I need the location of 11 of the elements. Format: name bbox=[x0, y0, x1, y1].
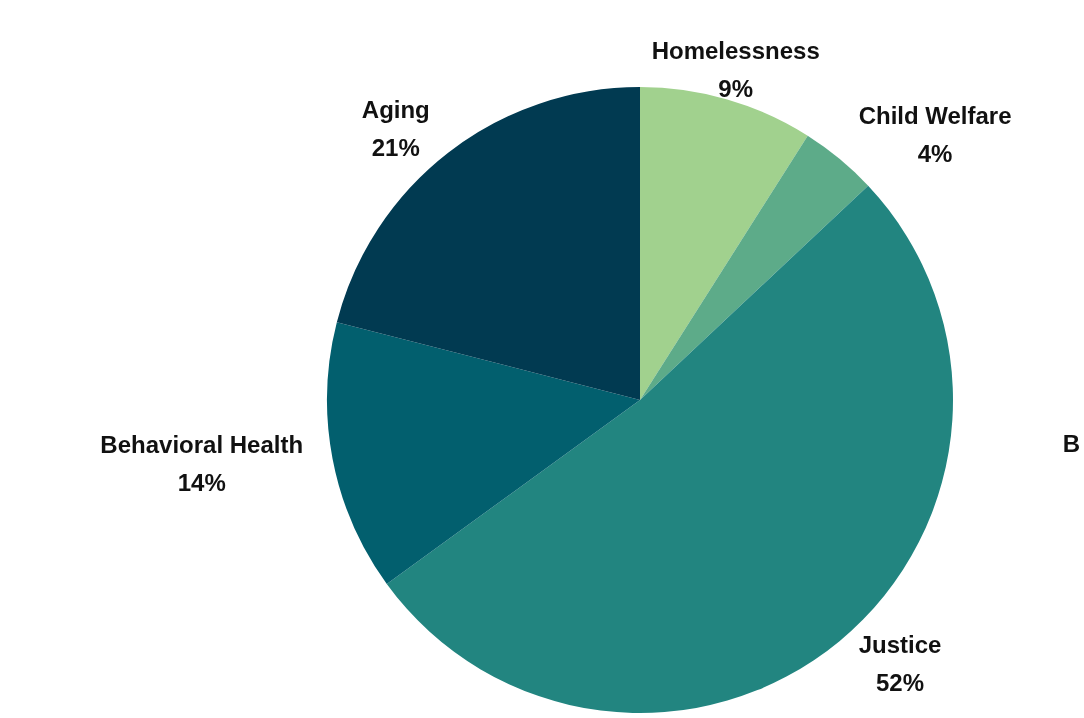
text: B bbox=[1062, 429, 1080, 457]
slice-label: Justice bbox=[858, 630, 942, 658]
slice-label: Aging bbox=[361, 95, 430, 123]
data-label: 52% bbox=[875, 668, 925, 696]
data-label: 9% bbox=[718, 75, 754, 103]
slice-label: Homelessness bbox=[651, 37, 820, 65]
slice-label: Child Welfare bbox=[858, 102, 1012, 130]
data-label: 21% bbox=[371, 133, 420, 161]
data-label: 14% bbox=[177, 468, 226, 496]
slice-label: Behavioral Health bbox=[100, 430, 304, 458]
data-label: 4% bbox=[917, 140, 953, 168]
